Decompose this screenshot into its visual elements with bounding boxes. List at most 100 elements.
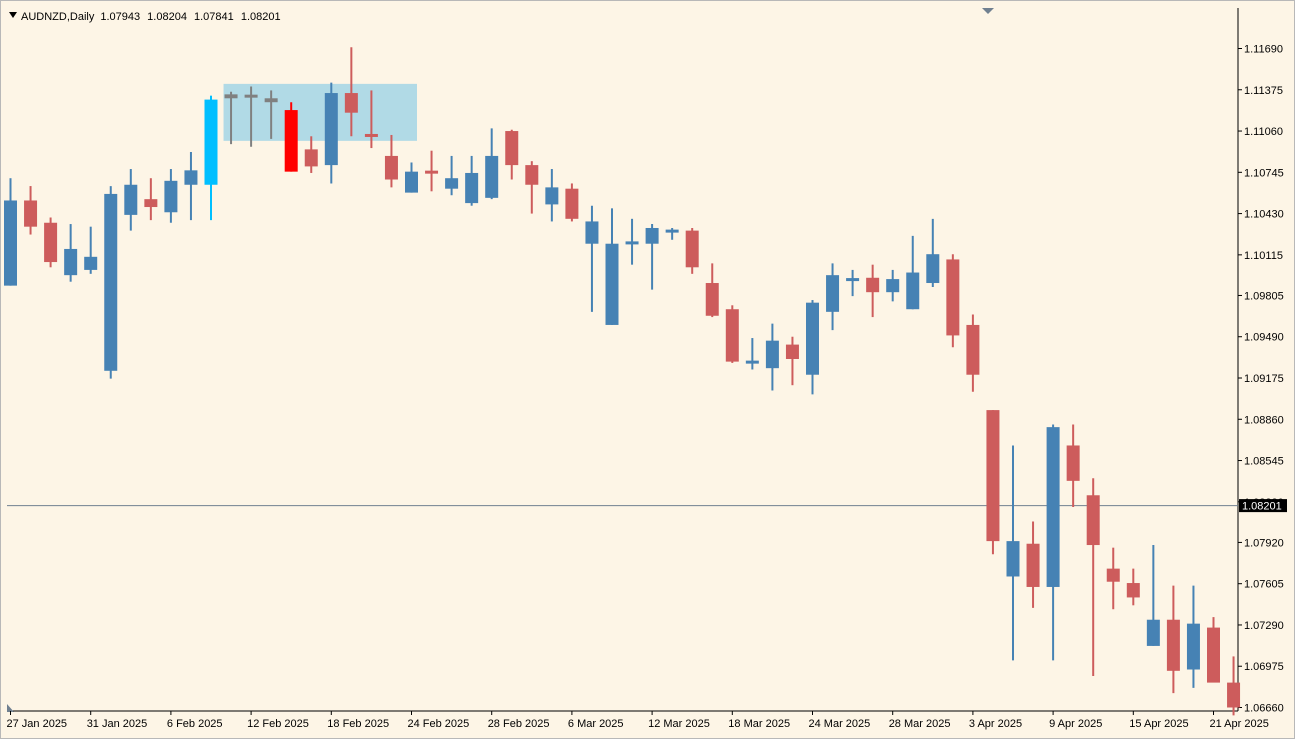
candle: [725, 305, 739, 363]
candle-body: [826, 275, 840, 312]
candles: [4, 47, 1241, 716]
candle: [505, 129, 519, 180]
x-tick-label: 27 Jan 2025: [7, 718, 68, 730]
candle-body: [465, 172, 479, 204]
candle-body: [846, 278, 860, 282]
candle: [665, 227, 679, 240]
candle-body: [1026, 543, 1040, 587]
candle-body: [1186, 623, 1200, 670]
y-tick-label: 1.08860: [1244, 414, 1284, 426]
candle: [24, 186, 38, 235]
candle: [164, 169, 178, 223]
candle: [645, 224, 659, 290]
candle-body: [505, 131, 519, 166]
y-tick-label: 1.09175: [1244, 373, 1284, 385]
candle: [1126, 568, 1140, 606]
supply-zone-rect[interactable]: [223, 83, 417, 141]
candle: [1146, 545, 1160, 646]
x-tick-label: 28 Mar 2025: [889, 718, 951, 730]
candle: [445, 155, 459, 196]
candle: [44, 217, 58, 268]
candle-body: [44, 222, 58, 263]
y-tick-label: 1.06660: [1244, 703, 1284, 715]
y-tick-label: 1.11060: [1244, 126, 1283, 138]
candle: [405, 162, 418, 193]
candle-body: [1227, 682, 1241, 708]
y-tick-label: 1.07290: [1244, 620, 1284, 632]
candle: [1006, 445, 1020, 661]
candle-body: [24, 200, 38, 227]
candle: [124, 169, 138, 231]
candle: [565, 183, 579, 222]
candle: [84, 226, 98, 274]
candle-body: [866, 277, 880, 293]
scroll-marker-icon[interactable]: [7, 704, 14, 712]
candle: [605, 208, 619, 325]
candle-body: [344, 93, 358, 113]
candle-body: [745, 360, 759, 364]
candle: [585, 205, 599, 312]
candle-body: [1126, 583, 1140, 598]
candle: [1106, 547, 1120, 610]
candle-body: [144, 199, 158, 208]
candle-body: [244, 94, 258, 98]
candle: [104, 186, 118, 379]
candle-body: [84, 256, 98, 270]
candle: [1227, 656, 1241, 716]
candle: [745, 338, 759, 370]
candle-body: [645, 227, 659, 244]
candle-body: [485, 155, 499, 198]
candle: [1166, 585, 1180, 694]
x-tick-label: 21 Apr 2025: [1210, 718, 1269, 730]
candle: [304, 136, 318, 173]
candle: [1186, 585, 1200, 688]
candle: [685, 227, 699, 274]
y-tick-label: 1.11375: [1244, 85, 1283, 97]
candle-body: [685, 230, 699, 268]
candle: [705, 263, 719, 318]
candle-body: [1006, 541, 1020, 577]
candle-body: [986, 410, 1000, 542]
candle: [485, 128, 499, 200]
candle: [1046, 424, 1060, 661]
candle-body: [324, 93, 338, 166]
candle: [846, 269, 860, 297]
candle-body: [64, 248, 78, 276]
y-tick-label: 1.07605: [1244, 579, 1284, 591]
symbol-label: AUDNZD,Daily: [21, 11, 95, 23]
candle-body: [204, 99, 218, 185]
current-price-tag-text: 1.08201: [1242, 501, 1282, 513]
candle: [364, 90, 378, 149]
close-value: 1.08201: [240, 11, 281, 23]
candle: [986, 410, 1000, 555]
x-tick-label: 3 Apr 2025: [969, 718, 1022, 730]
candle-body: [785, 344, 799, 360]
open-value: 1.07943: [100, 11, 141, 23]
zone-layer: [223, 83, 417, 141]
candle-body: [4, 200, 17, 286]
candle-body: [1086, 495, 1100, 546]
high-value: 1.08204: [147, 11, 187, 23]
candle-body: [705, 283, 719, 316]
candle: [64, 224, 78, 282]
candle: [525, 161, 539, 214]
y-tick-label: 1.08545: [1244, 456, 1284, 468]
candle-body: [886, 279, 900, 293]
candle: [1026, 521, 1040, 608]
x-axis-ticks: 27 Jan 2025 31 Jan 2025 6 Feb 2025 12 Feb 2…: [7, 711, 1269, 730]
candle: [826, 263, 840, 331]
candle: [765, 323, 779, 391]
x-tick-label: 12 Feb 2025: [247, 718, 309, 730]
candle: [926, 218, 940, 287]
candle-body: [966, 324, 980, 375]
collapse-triangle-icon[interactable]: [9, 12, 17, 18]
shift-marker-icon[interactable]: [982, 8, 994, 14]
candle: [224, 91, 238, 145]
candle-body: [425, 170, 439, 174]
chart-header: AUDNZD,Daily 1.07943 1.08204 1.07841 1.08…: [9, 10, 285, 24]
candle-body: [525, 165, 539, 185]
x-tick-label: 28 Feb 2025: [488, 718, 550, 730]
candle-body: [1207, 627, 1220, 683]
